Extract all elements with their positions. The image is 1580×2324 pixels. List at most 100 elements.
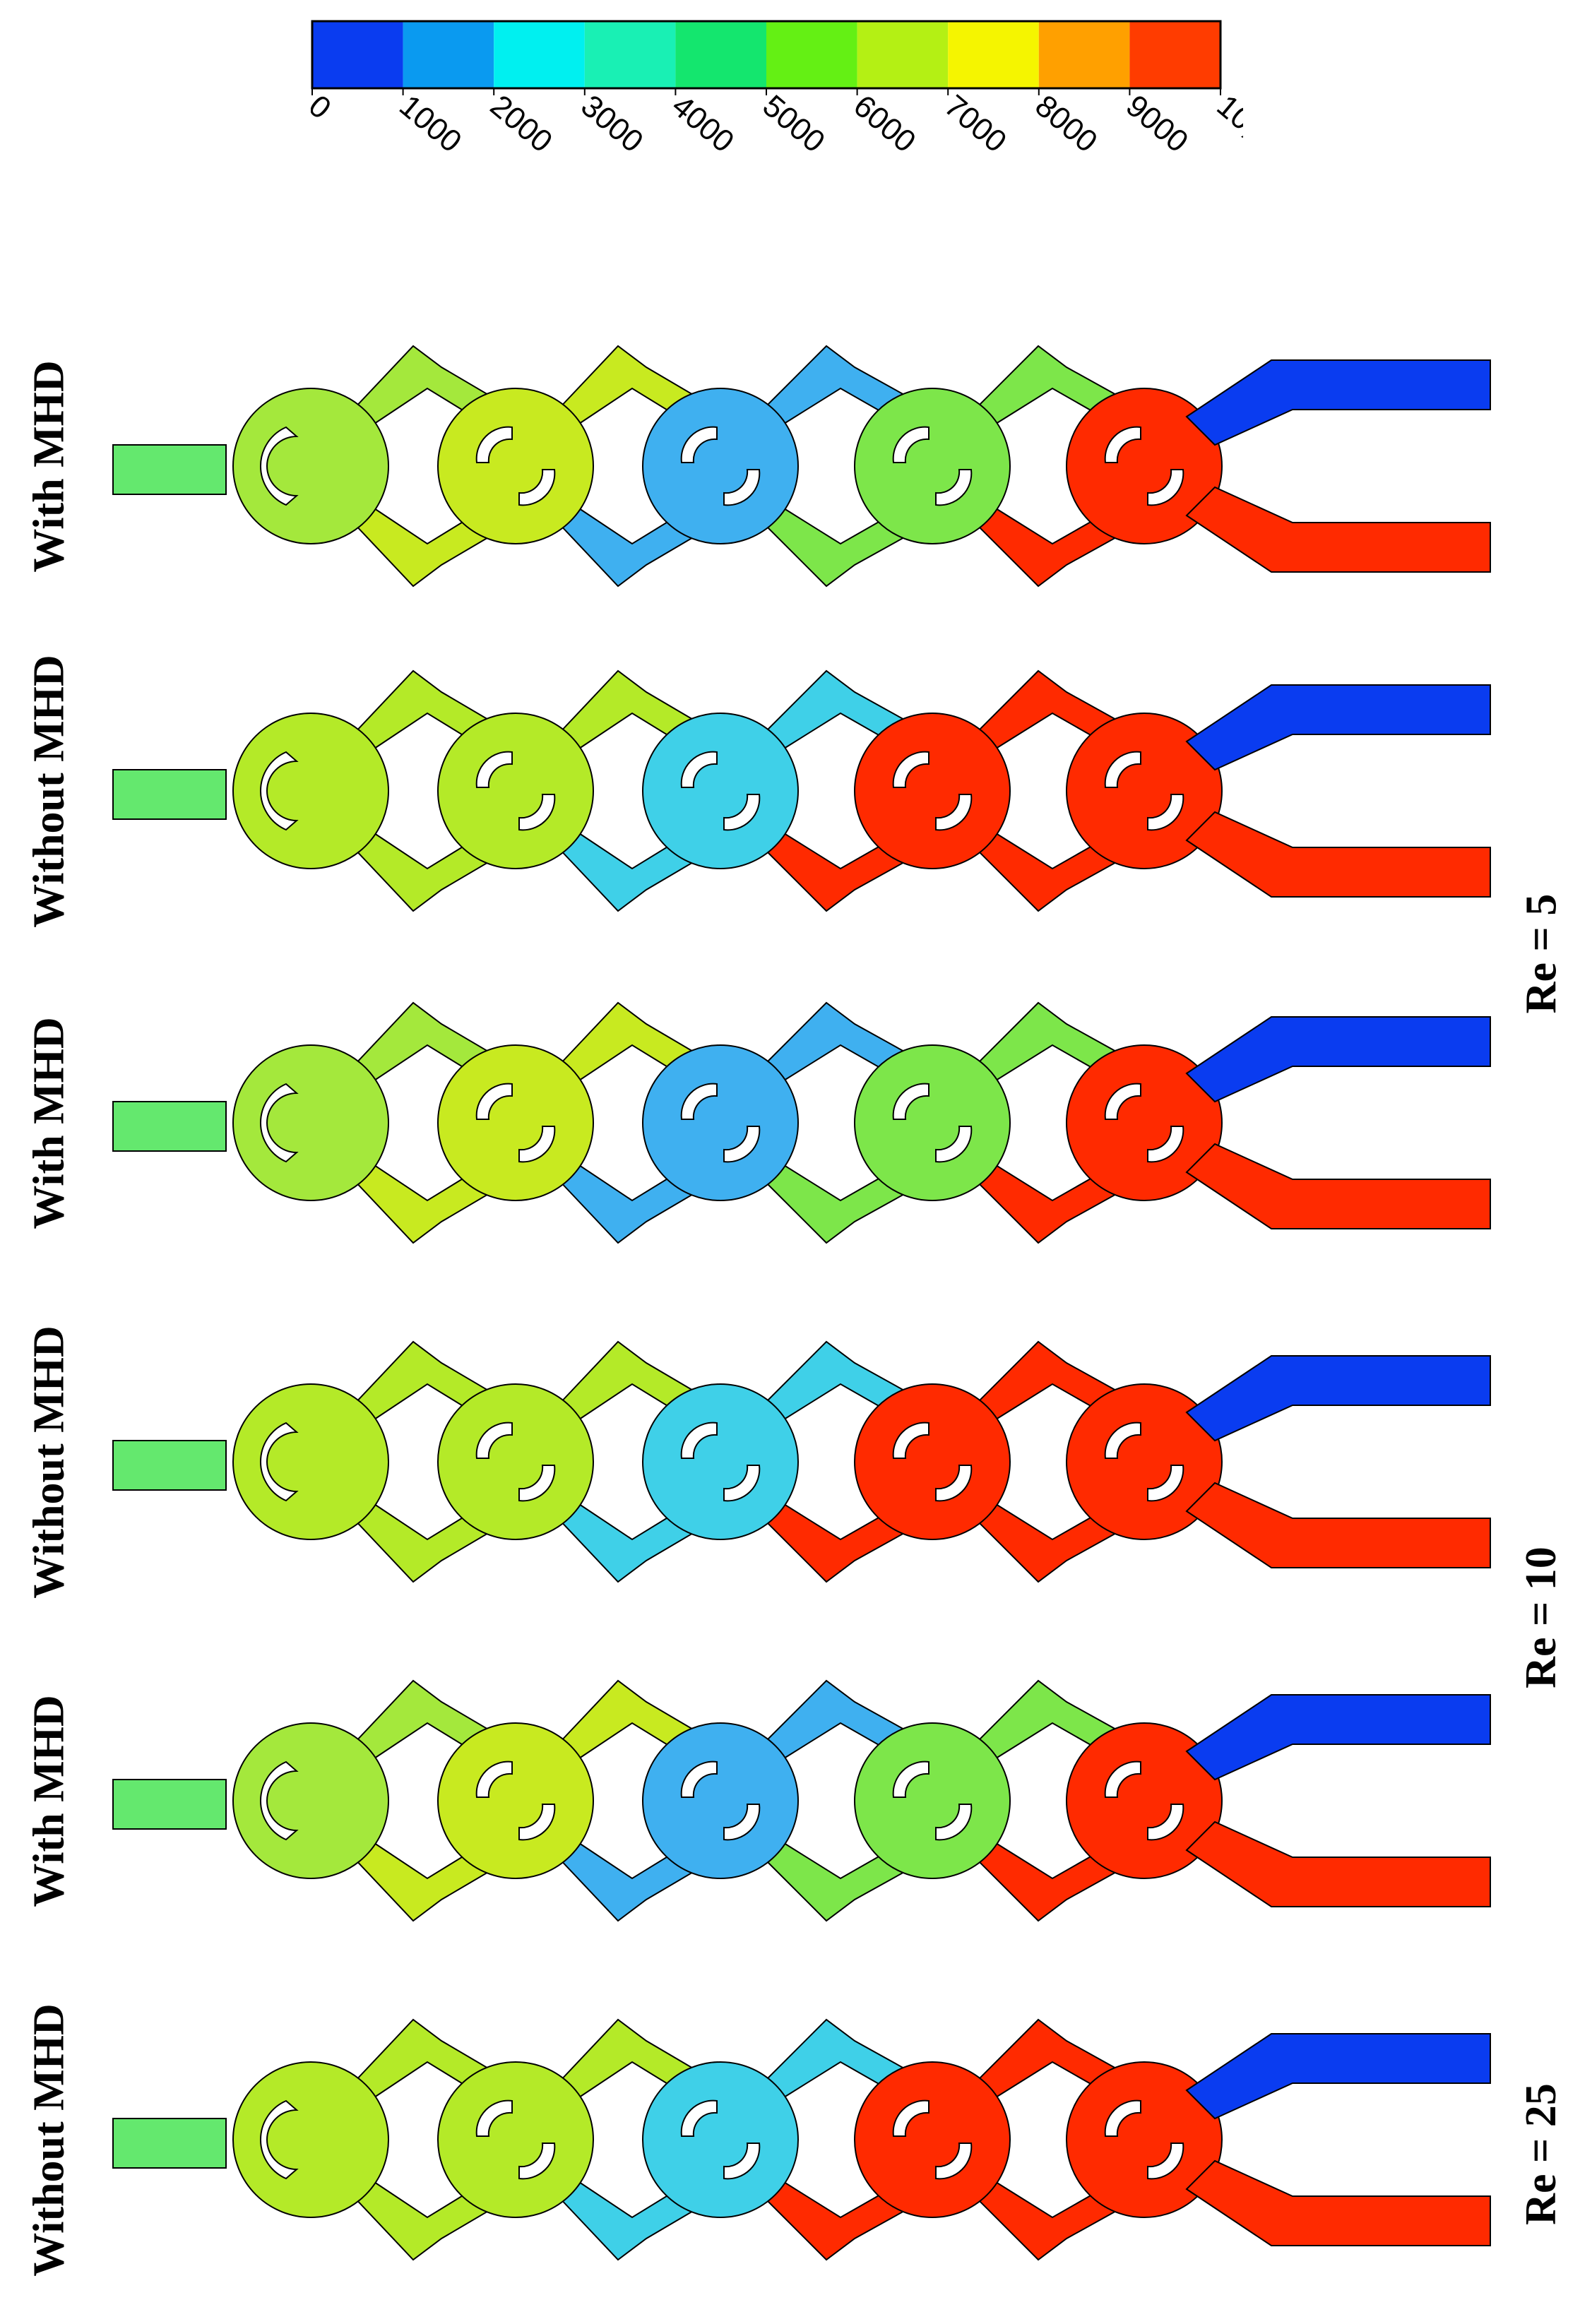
- mixing-chamber: [437, 1722, 594, 1879]
- mixer-panel: With MHD: [25, 1667, 1519, 1935]
- mixer-geometry: [112, 345, 1491, 588]
- obstacle: [259, 1760, 299, 1841]
- obstacle: [723, 1126, 761, 1163]
- mixer-geometry: [112, 1001, 1491, 1244]
- obstacle: [1104, 1083, 1141, 1120]
- obstacle: [259, 2099, 299, 2180]
- mixing-chamber: [437, 2061, 594, 2218]
- outlet-channel: [112, 2118, 227, 2169]
- panel-label: Without MHD: [21, 1325, 78, 1599]
- obstacle: [1147, 2143, 1184, 2180]
- outlet-channel: [112, 769, 227, 820]
- mixing-chamber: [642, 1044, 799, 1201]
- colorbar-segment: [766, 21, 857, 88]
- obstacle: [518, 1465, 556, 1502]
- mixing-chamber: [854, 2061, 1011, 2218]
- inlet-channel-low: [1185, 1355, 1491, 1442]
- colorbar-tick-label: 2000: [484, 88, 559, 159]
- obstacle: [723, 469, 761, 506]
- reynolds-label: Re = 25: [1508, 2020, 1575, 2288]
- obstacle: [259, 1422, 299, 1502]
- obstacle: [680, 426, 718, 463]
- reynolds-label-text: Re = 25: [1517, 2082, 1565, 2225]
- obstacle: [1104, 751, 1141, 788]
- mixing-chamber: [1066, 713, 1223, 869]
- colorbar-tick-label: 7000: [938, 88, 1013, 159]
- mixing-chamber: [642, 1722, 799, 1879]
- mixing-chamber: [642, 713, 799, 869]
- obstacle: [518, 794, 556, 831]
- mixing-chamber: [232, 713, 389, 869]
- colorbar-tick-label: 3000: [574, 88, 649, 159]
- obstacle: [892, 426, 929, 463]
- colorbar-tick-label: 6000: [847, 88, 922, 159]
- colorbar-tick-label: 9000: [1119, 88, 1194, 159]
- colorbar-segment: [857, 21, 949, 88]
- mixer-geometry: [112, 1679, 1491, 1922]
- colorbar-tick-label: 0: [311, 88, 338, 126]
- obstacle: [518, 2143, 556, 2180]
- obstacle: [1147, 1804, 1184, 1841]
- obstacle: [723, 794, 761, 831]
- colorbar-segment: [584, 21, 676, 88]
- obstacle: [475, 2099, 513, 2137]
- obstacle: [1104, 1760, 1141, 1798]
- obstacle: [892, 751, 929, 788]
- obstacle: [1104, 1422, 1141, 1459]
- obstacle: [1104, 426, 1141, 463]
- colorbar-tick-label: 10,000: [1211, 88, 1243, 176]
- mixing-chamber: [232, 1044, 389, 1201]
- mixing-chamber: [854, 388, 1011, 544]
- obstacle: [935, 1804, 973, 1841]
- colorbar-segment: [948, 21, 1039, 88]
- obstacle: [1147, 1126, 1184, 1163]
- mixing-chamber: [1066, 1722, 1223, 1879]
- mixing-chamber: [854, 1383, 1011, 1540]
- outlet-channel: [112, 444, 227, 495]
- inlet-channel-high: [1185, 1143, 1491, 1229]
- reynolds-label-text: Re = 10: [1517, 1546, 1565, 1688]
- mixing-chamber: [1066, 1383, 1223, 1540]
- obstacle: [892, 1422, 929, 1459]
- outlet-channel: [112, 1779, 227, 1830]
- mixer-geometry: [112, 1340, 1491, 1583]
- mixing-chamber: [437, 1383, 594, 1540]
- colorbar-tick-label: 4000: [665, 88, 740, 159]
- colorbar-segment: [494, 21, 585, 88]
- obstacle: [259, 1083, 299, 1163]
- obstacle: [892, 1760, 929, 1798]
- obstacle: [475, 426, 513, 463]
- inlet-channel-low: [1185, 1694, 1491, 1781]
- mixer-panel: With MHD: [25, 332, 1519, 600]
- panel-label: Without MHD: [21, 655, 78, 927]
- mixing-chamber: [1066, 1044, 1223, 1201]
- obstacle: [680, 2099, 718, 2137]
- colorbar-tick-label: 5000: [756, 88, 831, 159]
- obstacle: [475, 1760, 513, 1798]
- obstacle: [259, 751, 299, 831]
- inlet-channel-high: [1185, 811, 1491, 898]
- obstacle: [1147, 1465, 1184, 1502]
- obstacle: [475, 1422, 513, 1459]
- mixing-chamber: [642, 1383, 799, 1540]
- panel-label: With MHD: [21, 1667, 78, 1935]
- obstacle: [723, 1804, 761, 1841]
- obstacle: [935, 794, 973, 831]
- obstacle: [935, 469, 973, 506]
- mixer-geometry: [112, 669, 1491, 912]
- panel-label-text: With MHD: [25, 359, 73, 573]
- mixer-panel: Without MHD: [25, 1325, 1519, 1598]
- mixing-chamber: [642, 388, 799, 544]
- obstacle: [475, 1083, 513, 1120]
- mixing-chamber: [437, 388, 594, 544]
- colorbar-segment: [1129, 21, 1220, 88]
- panel-label-text: Without MHD: [25, 2003, 73, 2277]
- reynolds-label: Re = 5: [1508, 819, 1575, 1087]
- obstacle: [935, 2143, 973, 2180]
- obstacle: [1104, 2099, 1141, 2137]
- mixing-chamber: [1066, 388, 1223, 544]
- panel-label-text: Without MHD: [25, 1325, 73, 1599]
- mixing-chamber: [232, 388, 389, 544]
- mixing-chamber: [854, 713, 1011, 869]
- obstacle: [1147, 794, 1184, 831]
